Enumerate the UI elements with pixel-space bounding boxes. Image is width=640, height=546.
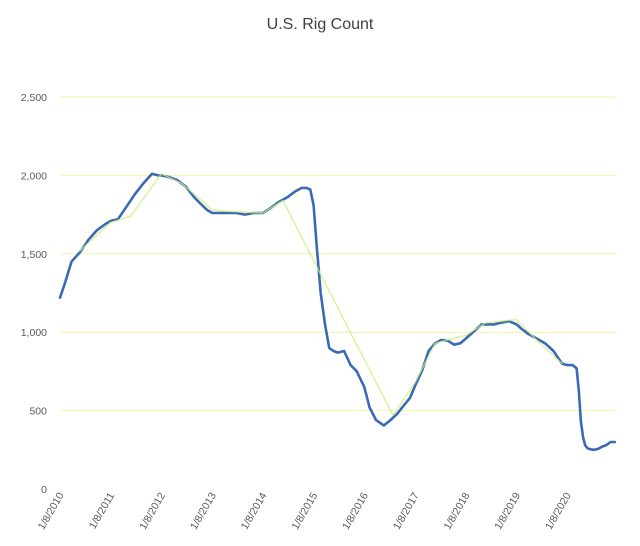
chart-title: U.S. Rig Count [267, 16, 374, 33]
y-tick-label: 0 [41, 484, 47, 496]
x-tick-label: 1/8/2014 [239, 490, 270, 532]
y-tick-label: 2,500 [21, 92, 47, 104]
x-tick-label: 1/8/2010 [36, 490, 67, 532]
x-tick-label: 1/8/2013 [188, 490, 219, 532]
x-tick-label: 1/8/2015 [289, 490, 320, 532]
y-tick-label: 2,000 [21, 170, 47, 182]
x-tick-label: 1/8/2016 [340, 490, 371, 532]
series-line-secondary [79, 173, 563, 416]
y-tick-label: 1,500 [21, 249, 47, 261]
series-line-main [58, 172, 617, 452]
series-lines [58, 172, 617, 452]
gridlines [60, 96, 617, 412]
x-tick-label: 1/8/2012 [137, 490, 168, 532]
y-tick-label: 500 [29, 406, 47, 418]
y-axis-tick-labels: 0 500 1,000 1,500 2,000 2,500 [21, 92, 47, 496]
x-tick-label: 1/8/2019 [492, 490, 523, 532]
x-axis-tick-labels: 1/8/2010 1/8/2011 1/8/2012 1/8/2013 1/8/2014… [36, 490, 574, 532]
y-tick-label: 1,000 [21, 327, 47, 339]
x-tick-label: 1/8/2017 [391, 490, 422, 532]
x-tick-label: 1/8/2011 [87, 490, 118, 531]
x-tick-label: 1/8/2018 [442, 490, 473, 532]
x-tick-label: 1/8/2020 [543, 490, 574, 532]
